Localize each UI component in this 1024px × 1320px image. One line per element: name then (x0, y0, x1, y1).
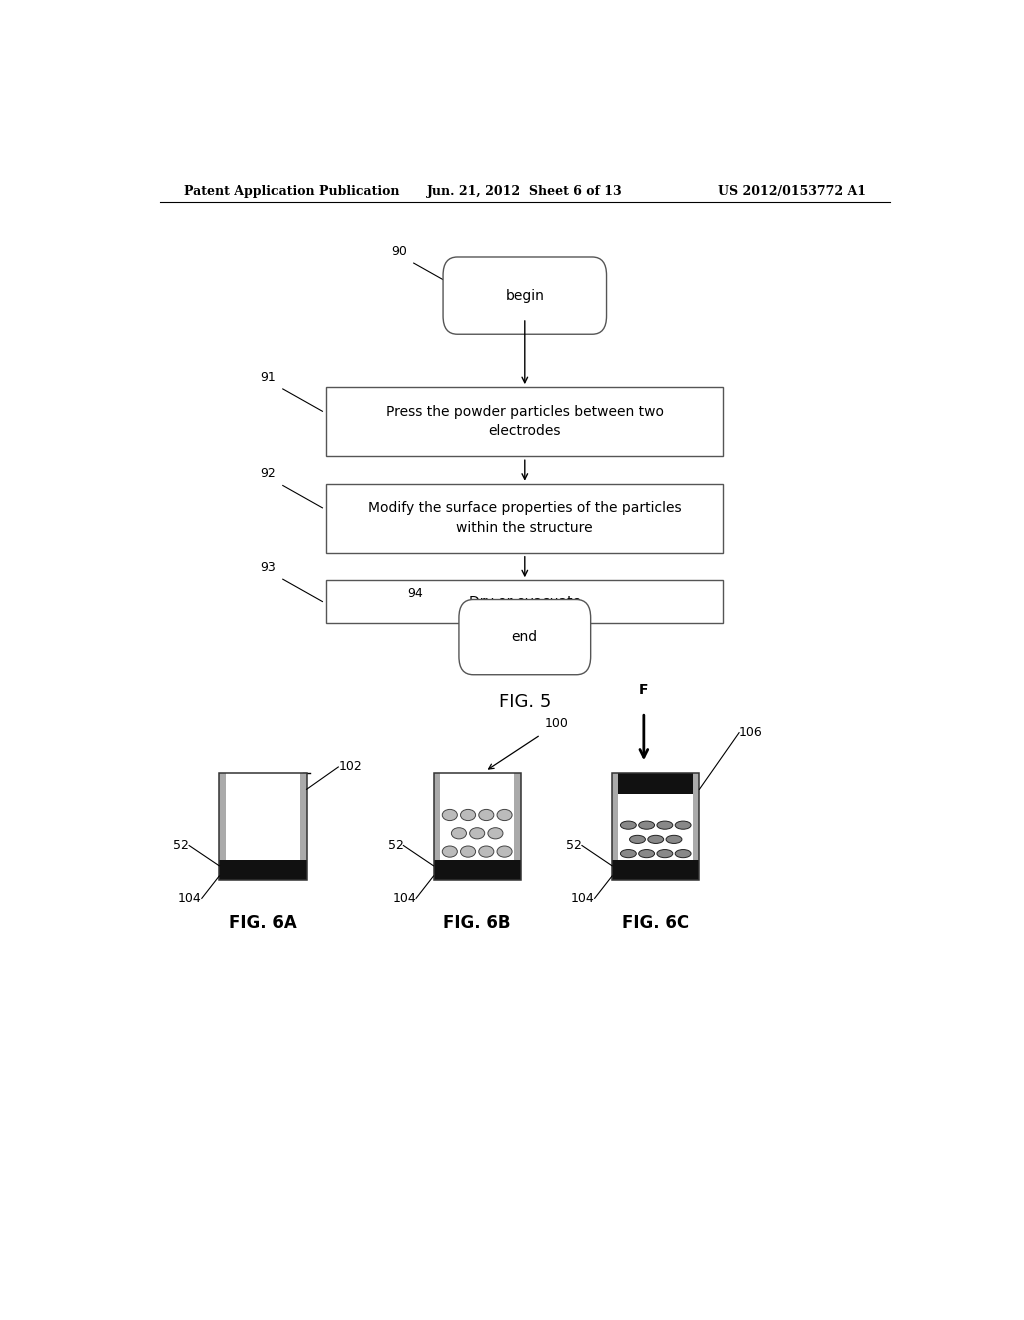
Text: Patent Application Publication: Patent Application Publication (183, 185, 399, 198)
Ellipse shape (461, 809, 475, 821)
Ellipse shape (630, 836, 645, 843)
Text: 92: 92 (260, 467, 276, 480)
Ellipse shape (648, 836, 664, 843)
Text: F: F (639, 682, 648, 697)
Text: Jun. 21, 2012  Sheet 6 of 13: Jun. 21, 2012 Sheet 6 of 13 (427, 185, 623, 198)
Text: Modify the surface properties of the particles
within the structure: Modify the surface properties of the par… (368, 502, 682, 535)
Text: begin: begin (506, 289, 544, 302)
Ellipse shape (639, 821, 654, 829)
Text: Press the powder particles between two
electrodes: Press the powder particles between two e… (386, 405, 664, 438)
Bar (433, 859, 521, 880)
Text: 52: 52 (387, 840, 403, 851)
Ellipse shape (657, 821, 673, 829)
Bar (219, 774, 306, 880)
Ellipse shape (487, 828, 503, 840)
Ellipse shape (470, 828, 484, 840)
Text: 104: 104 (178, 892, 202, 904)
Ellipse shape (497, 809, 512, 821)
Text: 100: 100 (545, 717, 568, 730)
Bar (219, 859, 306, 880)
Text: FIG. 5: FIG. 5 (499, 693, 551, 711)
Text: 106: 106 (739, 726, 763, 739)
FancyBboxPatch shape (327, 581, 723, 623)
Text: 52: 52 (566, 840, 582, 851)
Bar (612, 774, 699, 793)
Bar (514, 774, 521, 859)
Bar (612, 774, 618, 859)
Ellipse shape (666, 836, 682, 843)
Ellipse shape (621, 850, 636, 858)
FancyBboxPatch shape (443, 257, 606, 334)
Ellipse shape (442, 846, 458, 857)
Bar (612, 774, 699, 880)
Ellipse shape (675, 821, 691, 829)
Text: 102: 102 (338, 760, 362, 774)
FancyBboxPatch shape (459, 599, 591, 675)
Text: 91: 91 (260, 371, 276, 384)
Ellipse shape (657, 850, 673, 858)
Text: US 2012/0153772 A1: US 2012/0153772 A1 (718, 185, 866, 198)
Ellipse shape (621, 821, 636, 829)
Text: 94: 94 (408, 587, 423, 601)
Text: FIG. 6B: FIG. 6B (443, 913, 511, 932)
Bar (693, 774, 699, 859)
Text: 104: 104 (571, 892, 595, 904)
Ellipse shape (442, 809, 458, 821)
FancyBboxPatch shape (327, 483, 723, 553)
FancyBboxPatch shape (327, 387, 723, 457)
Text: 90: 90 (391, 246, 408, 257)
Bar (612, 859, 699, 880)
Ellipse shape (461, 846, 475, 857)
Bar (219, 774, 225, 859)
Bar (433, 774, 440, 859)
Ellipse shape (479, 809, 494, 821)
Text: FIG. 6C: FIG. 6C (623, 913, 689, 932)
Ellipse shape (479, 846, 494, 857)
Ellipse shape (675, 850, 691, 858)
Bar (300, 774, 306, 859)
Text: end: end (512, 630, 538, 644)
Text: 52: 52 (173, 840, 189, 851)
Text: FIG. 6A: FIG. 6A (229, 913, 297, 932)
Bar (433, 774, 521, 880)
Ellipse shape (452, 828, 467, 840)
Text: 93: 93 (260, 561, 276, 574)
Text: 104: 104 (392, 892, 416, 904)
Ellipse shape (639, 850, 654, 858)
Ellipse shape (497, 846, 512, 857)
Text: Dry or evacuate: Dry or evacuate (469, 594, 581, 609)
